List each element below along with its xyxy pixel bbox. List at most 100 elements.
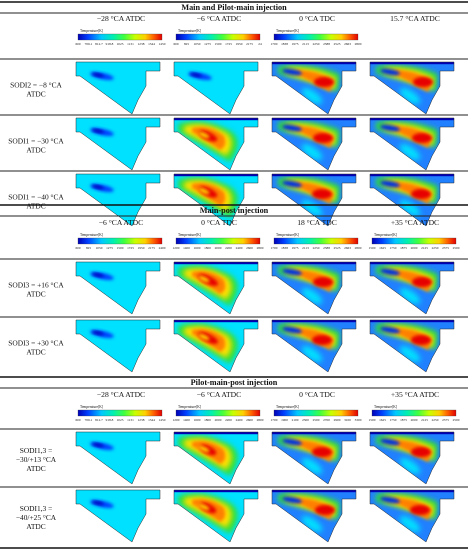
colorbar-tick: 1875 xyxy=(400,418,407,422)
temperature-frame xyxy=(369,489,455,543)
colorbar xyxy=(77,237,163,245)
colorbar xyxy=(175,237,261,245)
colorbar xyxy=(273,33,359,41)
colorbar-tick: 2375 xyxy=(442,418,449,422)
row-label: ATDC xyxy=(26,348,45,357)
colorbar-tick: 1275 xyxy=(204,42,211,46)
row-label: ATDC xyxy=(26,202,45,211)
colorbar-tick: 706.1 xyxy=(85,418,93,422)
colorbar-tick: 1700 xyxy=(271,246,278,250)
colorbar-tick: 2250 xyxy=(432,246,439,250)
colorbar-tick: 2200 xyxy=(225,418,232,422)
colorbar-tick: 2500 xyxy=(453,418,460,422)
figure-section: Main and Pilot-main injection −28 °CA ATD… xyxy=(0,3,468,227)
colorbar-tick: 2600 xyxy=(246,418,253,422)
colorbar-tick: 2250 xyxy=(432,418,439,422)
row-label: SODI1 = −30 °CA xyxy=(8,137,64,146)
colorbar-title: Temperature[K] xyxy=(178,233,201,237)
colorbar-tick: 1450 xyxy=(159,42,166,46)
colorbar-tick: 2125 xyxy=(421,418,428,422)
colorbar-legend: Temperature[K] 1700 1838 1975 2113 2250 2388 25… xyxy=(271,233,362,250)
temperature-frame xyxy=(173,489,259,543)
colorbar-tick: 600 xyxy=(173,42,178,46)
colorbar-tick: 1500 xyxy=(117,246,124,250)
colorbar-tick: 1800 xyxy=(204,246,211,250)
row-label: SODI3 = +16 °CA xyxy=(8,281,64,290)
column-header: −6 °CA ATDC xyxy=(99,218,143,227)
colorbar-tick: 1950 xyxy=(138,246,145,250)
colorbar-tick: 1200 xyxy=(173,246,180,250)
colorbar-tick: 2175 xyxy=(148,246,155,250)
colorbar-tick: 2125 xyxy=(421,246,428,250)
row-label: ATDC xyxy=(26,464,45,473)
temperature-frame xyxy=(369,319,455,373)
temperature-frame xyxy=(173,61,259,115)
colorbar-tick: 825 xyxy=(86,246,91,250)
colorbar-tick: 1725 xyxy=(127,246,134,250)
colorbar-legend: Temperature[K] 600 825 1050 1275 1500 1725 1950… xyxy=(75,233,165,250)
colorbar-tick: 2388 xyxy=(323,246,330,250)
temperature-frame xyxy=(271,261,357,315)
colorbar-tick: 2113 xyxy=(302,246,309,250)
colorbar-tick: 2400 xyxy=(159,246,166,250)
column-header: 0 °CA TDC xyxy=(201,218,237,227)
colorbar-tick: 1200 xyxy=(173,418,180,422)
column-header: −28 °CA ATDC xyxy=(97,14,145,23)
temperature-frame xyxy=(75,489,161,543)
section-title: Pilot-main-post injection xyxy=(191,378,278,387)
colorbar-tick: 2175 xyxy=(246,42,253,46)
column-header: −6 °CA ATDC xyxy=(197,14,241,23)
colorbar-tick: 1800 xyxy=(204,418,211,422)
colorbar-tick: 2663 xyxy=(344,246,351,250)
colorbar-legend: Temperature[K] 600 706.1 812.7 918.8 1025 1131… xyxy=(75,29,165,46)
column-header: −6 °CA ATDC xyxy=(197,390,241,399)
colorbar-tick: 600 xyxy=(75,246,80,250)
row-label: ATDC xyxy=(26,522,45,531)
colorbar-tick: 1700 xyxy=(271,418,278,422)
colorbar-tick: 1238 xyxy=(138,42,145,46)
colorbar-legend: Temperature[K] 600 825 1050 1275 1500 1725 1950… xyxy=(173,29,262,46)
colorbar-tick: 2800 xyxy=(257,246,264,250)
temperature-frame xyxy=(75,319,161,373)
colorbar-tick: 2000 xyxy=(411,418,418,422)
temperature-frame xyxy=(173,431,259,485)
colorbar xyxy=(371,237,457,245)
temperature-frame xyxy=(75,61,161,115)
colorbar-tick: 2250 xyxy=(313,42,320,46)
temperature-frame xyxy=(75,431,161,485)
colorbar xyxy=(273,237,359,245)
colorbar-legend: Temperature[K] 1500 1625 1750 1875 2000 2125 22… xyxy=(369,405,460,422)
temperature-frame xyxy=(369,117,455,171)
colorbar-tick: 2800 xyxy=(355,246,362,250)
column-header: +35 °CA ATDC xyxy=(391,218,439,227)
section-title: Main-post injection xyxy=(200,206,269,215)
colorbar-tick: 1400 xyxy=(183,418,190,422)
colorbar-tick: 1344 xyxy=(148,418,155,422)
colorbar-tick: 600 xyxy=(75,418,80,422)
colorbar-title: Temperature[K] xyxy=(80,29,103,33)
colorbar-tick: 2525 xyxy=(334,246,341,250)
column-header: 0 °CA TDC xyxy=(299,14,335,23)
colorbar-tick: 1750 xyxy=(390,418,397,422)
colorbar-tick: 2388 xyxy=(323,42,330,46)
row-label: −30/+13 °CA xyxy=(16,455,57,464)
colorbar-title: Temperature[K] xyxy=(276,233,299,237)
row-label: SODI2 = −8 °CA xyxy=(10,81,62,90)
temperature-frame xyxy=(271,319,357,373)
colorbar-tick: 2400 xyxy=(236,418,243,422)
colorbar-tick: 2000 xyxy=(215,418,222,422)
colorbar-tick: 2300 xyxy=(302,418,309,422)
colorbar-title: Temperature[K] xyxy=(178,405,201,409)
colorbar-tick: 24 xyxy=(258,42,262,46)
colorbar-tick: 1025 xyxy=(117,42,124,46)
colorbar-legend: Temperature[K] 1200 1400 1600 1800 2000 2200 24… xyxy=(173,233,264,250)
temperature-frame xyxy=(271,489,357,543)
colorbar-title: Temperature[K] xyxy=(276,405,299,409)
colorbar-tick: 812.7 xyxy=(95,42,103,46)
colorbar-tick: 1950 xyxy=(236,42,243,46)
colorbar-title: Temperature[K] xyxy=(178,29,201,33)
